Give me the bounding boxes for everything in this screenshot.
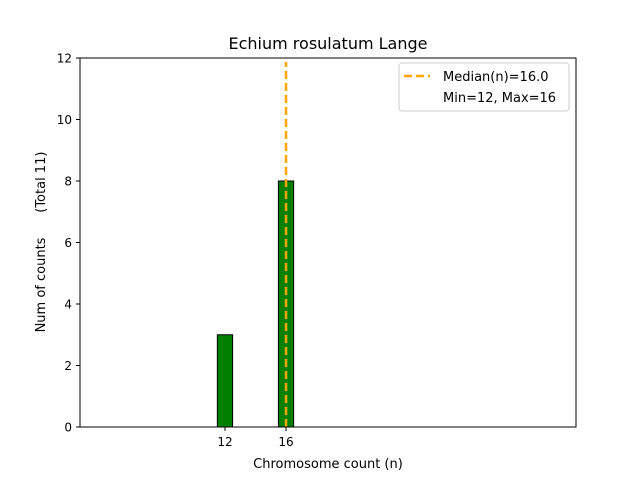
y-tick-label-8: 8 <box>64 175 72 189</box>
y-tick-label-12: 12 <box>57 52 72 66</box>
x-axis: 12 16 <box>217 427 294 449</box>
bars <box>216 180 295 428</box>
y-axis-label: Num of counts (Total 11) <box>34 152 49 333</box>
bar-12 <box>216 334 234 428</box>
plot-area <box>79 57 577 428</box>
legend-box <box>398 62 570 112</box>
y-tick-label-10: 10 <box>57 113 72 127</box>
legend: Median(n)=16.0 Min=12, Max=16 <box>398 62 570 112</box>
x-tick-label-12: 12 <box>217 435 232 449</box>
chart-title: Echium rosulatum Lange <box>229 34 428 53</box>
x-tick-label-16: 16 <box>278 435 293 449</box>
plot-frame <box>79 57 577 428</box>
legend-entry-median: Median(n)=16.0 <box>443 70 549 85</box>
y-tick-label-6: 6 <box>64 236 72 250</box>
x-axis-label: Chromosome count (n) <box>253 457 403 472</box>
y-tick-label-2: 2 <box>64 359 72 373</box>
y-tick-label-0: 0 <box>64 421 72 435</box>
y-tick-label-4: 4 <box>64 298 72 312</box>
legend-entry-range: Min=12, Max=16 <box>443 91 556 106</box>
y-axis: 0 2 4 6 8 10 12 <box>57 52 80 435</box>
